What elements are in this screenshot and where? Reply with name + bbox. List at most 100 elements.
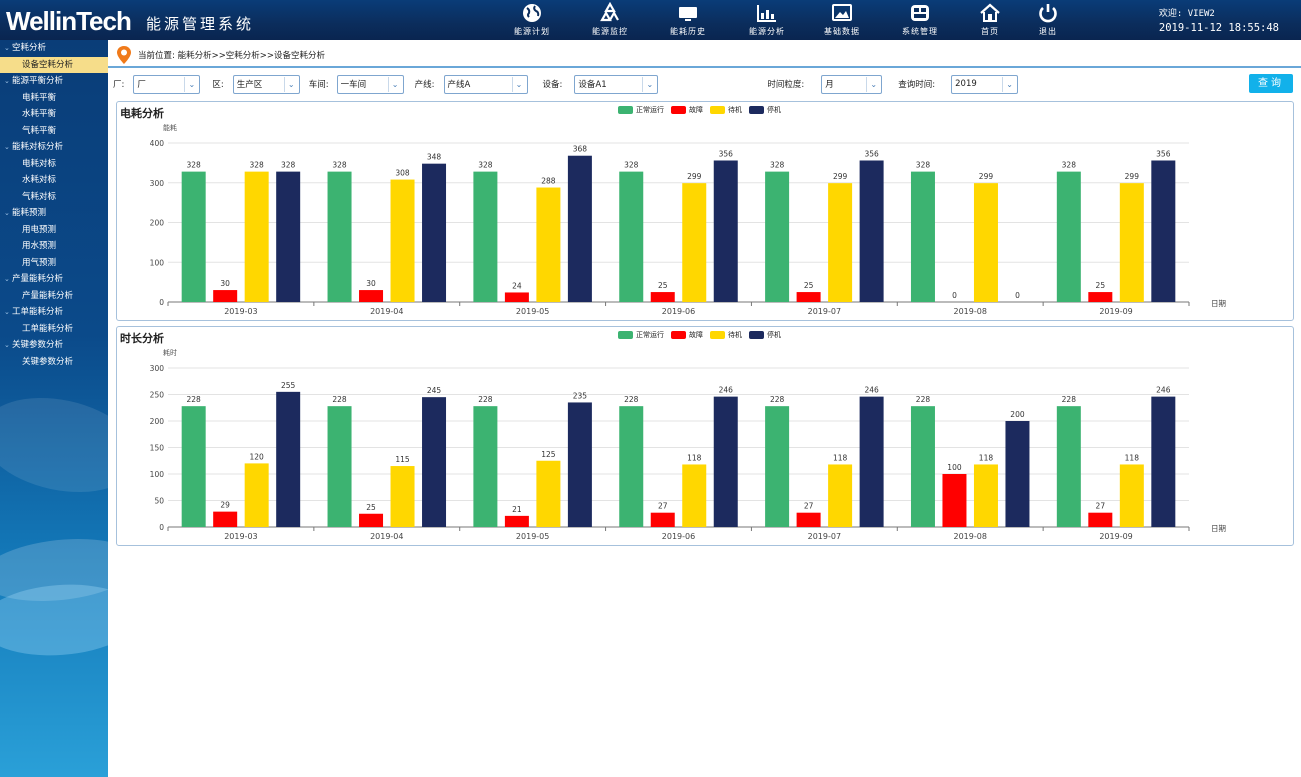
sidebar-item[interactable]: 用电预测 — [22, 224, 57, 235]
bar[interactable] — [567, 155, 592, 302]
sidebar-group[interactable]: 产量能耗分析 — [0, 271, 108, 288]
sidebar-item[interactable]: 水耗平衡 — [22, 109, 57, 119]
bar[interactable] — [181, 171, 206, 302]
bar[interactable] — [473, 406, 498, 527]
bar[interactable] — [244, 463, 269, 527]
device-select[interactable]: 设备A1 ⌄ — [574, 74, 659, 94]
workshop-select[interactable]: 一车间 ⌄ — [336, 74, 404, 94]
bar[interactable] — [910, 406, 935, 527]
bar[interactable] — [181, 406, 206, 527]
sidebar-group[interactable]: 能耗预测 — [0, 205, 108, 222]
sidebar-item[interactable]: 设备空耗分析 — [0, 56, 108, 73]
bar[interactable] — [796, 292, 821, 302]
bar[interactable] — [422, 163, 447, 302]
sidebar-item[interactable]: 用气预测 — [22, 257, 57, 268]
bar[interactable] — [765, 406, 790, 527]
sidebar-item[interactable]: 电耗对标 — [22, 158, 57, 169]
bar[interactable] — [765, 171, 790, 302]
bar[interactable] — [713, 396, 738, 527]
sidebar-group[interactable]: 工单能耗分析 — [0, 304, 108, 321]
bar[interactable] — [473, 171, 498, 302]
factory-select[interactable]: 厂 ⌄ — [133, 74, 201, 94]
bar[interactable] — [327, 171, 352, 302]
bar[interactable] — [504, 515, 529, 527]
bar[interactable] — [650, 512, 675, 527]
sidebar-item[interactable]: 气耗对标 — [22, 191, 57, 202]
bar[interactable] — [536, 460, 561, 527]
legend-item-fault[interactable]: 故障 — [671, 330, 703, 340]
sidebar-item[interactable]: 用水预测 — [22, 241, 57, 251]
bar[interactable] — [619, 171, 644, 302]
nav-globe[interactable]: 能源计划 — [510, 0, 554, 40]
sidebar-item[interactable]: 工单能耗分析 — [22, 323, 74, 334]
bar[interactable] — [327, 406, 352, 527]
bar[interactable] — [682, 464, 707, 527]
line-select[interactable]: 产线A ⌄ — [443, 74, 528, 94]
bar[interactable] — [1151, 160, 1176, 302]
bar[interactable] — [213, 511, 238, 527]
bar[interactable] — [682, 183, 707, 302]
bar[interactable] — [796, 512, 821, 527]
nav-monitor[interactable]: 能耗历史 — [666, 0, 710, 40]
sidebar-item[interactable]: 产量能耗分析 — [22, 290, 74, 301]
legend-item-stop[interactable]: 停机 — [749, 330, 781, 340]
bar[interactable] — [1005, 421, 1030, 527]
sidebar-item[interactable]: 水耗对标 — [22, 175, 57, 185]
bar[interactable] — [1088, 512, 1113, 527]
bar[interactable] — [1119, 183, 1144, 302]
bar[interactable] — [619, 406, 644, 527]
bar[interactable] — [1056, 406, 1081, 527]
bar[interactable] — [859, 396, 884, 527]
legend-item-normal[interactable]: 正常运行 — [618, 330, 664, 340]
bar[interactable] — [390, 466, 415, 527]
bar[interactable] — [276, 391, 301, 527]
sidebar-group[interactable]: 关键参数分析 — [0, 337, 108, 354]
bar[interactable] — [910, 171, 935, 302]
nav-image[interactable]: 基础数据 — [820, 0, 864, 40]
bar[interactable] — [828, 183, 853, 302]
bar[interactable] — [390, 179, 415, 302]
bar[interactable] — [422, 397, 447, 527]
bar[interactable] — [244, 171, 269, 302]
nav-home[interactable]: 首页 — [968, 0, 1012, 40]
bar[interactable] — [942, 474, 967, 527]
legend-item-fault[interactable]: 故障 — [671, 105, 703, 115]
area-select[interactable]: 生产区 ⌄ — [232, 74, 300, 94]
query-button[interactable]: 查询 — [1249, 74, 1293, 93]
legend-item-stop[interactable]: 停机 — [749, 105, 781, 115]
sidebar-group[interactable]: 能源平衡分析 — [0, 73, 108, 90]
bar[interactable] — [536, 187, 561, 302]
sidebar-item[interactable]: 电耗平衡 — [22, 92, 57, 103]
legend-item-standby[interactable]: 待机 — [710, 330, 742, 340]
bar[interactable] — [359, 290, 384, 302]
query-time-select[interactable]: 2019 ⌄ — [951, 74, 1019, 94]
bar[interactable] — [567, 402, 592, 527]
bar[interactable] — [359, 513, 384, 527]
bar[interactable] — [713, 160, 738, 302]
workshop-label: 车间: — [308, 80, 329, 90]
sidebar-item[interactable]: 气耗平衡 — [22, 125, 57, 136]
bar[interactable] — [1088, 292, 1113, 302]
bar[interactable] — [504, 292, 529, 302]
sidebar-item[interactable]: 关键参数分析 — [22, 356, 74, 367]
legend-item-standby[interactable]: 待机 — [710, 105, 742, 115]
legend-item-normal[interactable]: 正常运行 — [618, 105, 664, 115]
granularity-select[interactable]: 月 ⌄ — [821, 74, 883, 94]
bar[interactable] — [1056, 171, 1081, 302]
nav-power[interactable]: 退出 — [1026, 0, 1070, 40]
bar[interactable] — [1119, 464, 1144, 527]
chevron-down-icon: ⌄ — [387, 76, 402, 92]
sidebar-group[interactable]: 空耗分析 — [0, 40, 108, 57]
bar[interactable] — [1151, 396, 1176, 527]
sidebar-group[interactable]: 能耗对标分析 — [0, 139, 108, 156]
bar[interactable] — [859, 160, 884, 302]
nav-recycle[interactable]: 能源监控 — [588, 0, 632, 40]
bar[interactable] — [828, 464, 853, 527]
bar[interactable] — [650, 292, 675, 302]
bar[interactable] — [973, 464, 998, 527]
nav-bar-chart[interactable]: 能源分析 — [745, 0, 789, 40]
bar[interactable] — [973, 183, 998, 302]
bar[interactable] — [276, 171, 301, 302]
bar[interactable] — [213, 290, 238, 302]
nav-window[interactable]: 系统管理 — [898, 0, 942, 40]
